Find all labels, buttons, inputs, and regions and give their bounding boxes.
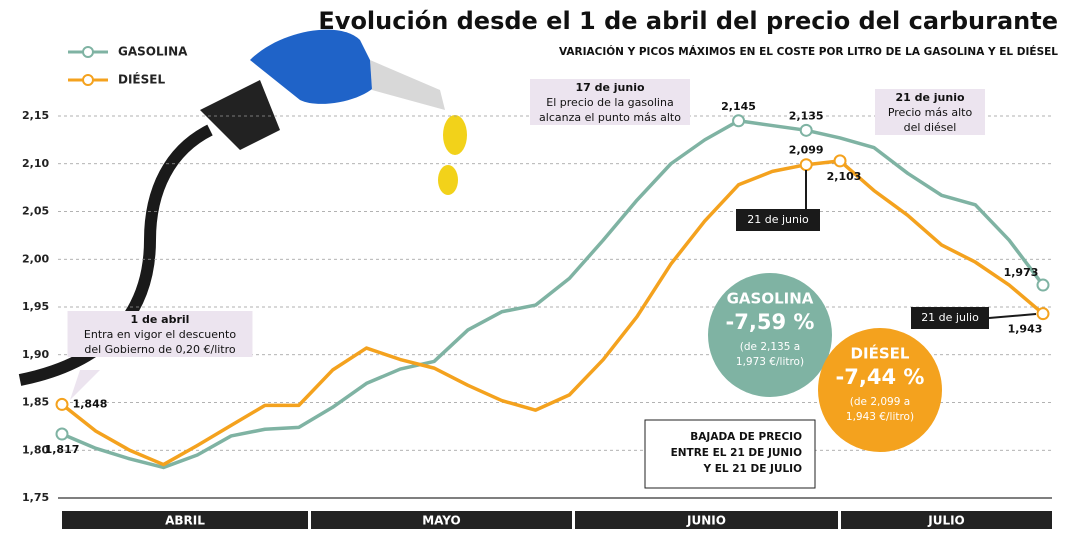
point-marker (801, 125, 812, 136)
month-label: MAYO (422, 514, 461, 528)
annotation-title: 21 de junio (895, 91, 965, 104)
y-tick-label: 1,75 (22, 491, 49, 504)
note-text: ENTRE EL 21 DE JUNIO (671, 447, 802, 459)
point-marker (57, 429, 68, 440)
summary-name: GASOLINA (727, 290, 814, 308)
date-tag-label: 21 de junio (747, 213, 809, 226)
y-tick-label: 2,00 (22, 252, 49, 265)
point-marker (733, 115, 744, 126)
annotation-text: alcanza el punto más alto (539, 111, 681, 124)
month-label: ABRIL (165, 514, 205, 528)
point-marker (835, 155, 846, 166)
y-tick-label: 2,05 (22, 205, 49, 218)
point-marker (1038, 280, 1049, 291)
summary-text: 1,973 €/litro) (736, 356, 804, 368)
point-marker (57, 399, 68, 410)
y-tick-label: 1,90 (22, 348, 49, 361)
point-marker (1038, 308, 1049, 319)
point-marker (801, 159, 812, 170)
date-tag-label: 21 de julio (921, 311, 979, 324)
value-label: 2,099 (789, 144, 824, 157)
legend-marker (83, 47, 93, 57)
annotation-text: Precio más alto (888, 106, 973, 119)
note-text: Y EL 21 DE JULIO (702, 463, 802, 475)
month-label: JULIO (927, 514, 965, 528)
value-label: 1,817 (45, 443, 80, 456)
y-tick-label: 2,10 (22, 157, 49, 170)
y-tick-label: 1,85 (22, 396, 49, 409)
summary-name: DIÉSEL (851, 344, 910, 363)
annotation-text: Entra en vigor el descuento (84, 328, 236, 341)
chart-title: Evolución desde el 1 de abril del precio… (318, 7, 1058, 35)
note-text: BAJADA DE PRECIO (690, 431, 802, 443)
legend-label: DIÉSEL (118, 72, 165, 87)
annotation-text: del diésel (904, 121, 957, 134)
chart: Evolución desde el 1 de abril del precio… (0, 0, 1088, 529)
annotation-text: del Gobierno de 0,20 €/litro (84, 343, 236, 356)
value-label: 1,943 (1008, 323, 1043, 336)
month-label: JUNIO (686, 514, 726, 528)
y-tick-label: 1,95 (22, 300, 49, 313)
summary-text: 1,943 €/litro) (846, 411, 914, 423)
value-label: 1,973 (1004, 266, 1039, 279)
legend-marker (83, 75, 93, 85)
legend-label: GASOLINA (118, 45, 188, 59)
value-label: 1,848 (73, 397, 108, 410)
value-label: 2,103 (827, 170, 862, 183)
annotation-title: 17 de junio (575, 81, 645, 94)
y-tick-label: 2,15 (22, 109, 49, 122)
summary-text: (de 2,135 a (740, 341, 800, 353)
summary-change: -7,59 % (726, 310, 815, 334)
summary-text: (de 2,099 a (850, 396, 910, 408)
value-label: 2,145 (721, 100, 756, 113)
annotation-text: El precio de la gasolina (546, 96, 673, 109)
chart-subtitle: VARIACIÓN Y PICOS MÁXIMOS EN EL COSTE PO… (559, 45, 1058, 58)
annotation-title: 1 de abril (131, 313, 190, 326)
value-label: 2,135 (789, 109, 824, 122)
summary-change: -7,44 % (836, 365, 925, 389)
